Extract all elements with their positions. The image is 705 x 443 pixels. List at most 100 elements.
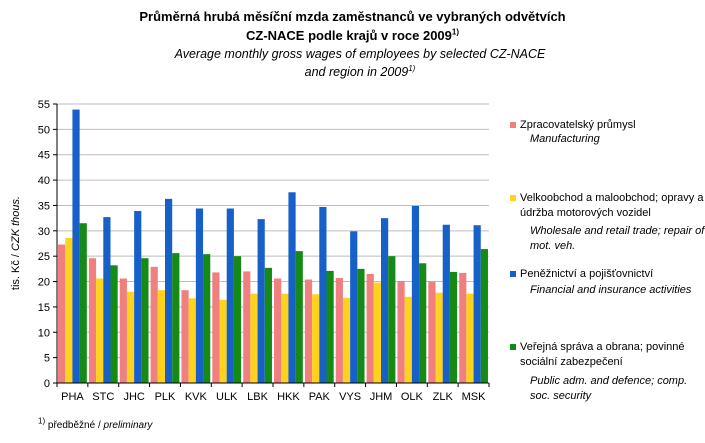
x-tick-label: PHA: [61, 391, 84, 403]
title-footnote-mark: 1): [451, 27, 460, 37]
bar: [195, 208, 204, 383]
x-tick-label: KVK: [185, 391, 208, 403]
bar: [428, 281, 436, 383]
bar: [304, 279, 313, 383]
bar: [388, 256, 396, 383]
chart-title-cz-line2: CZ-NACE podle krajů v roce 20091): [0, 28, 705, 43]
x-tick-label: HKK: [277, 391, 300, 403]
legend-label-cz: Veřejná správa a obrana; povinné sociáln…: [520, 341, 685, 368]
legend-label-cz: Velkoobchod a maloobchod; opravy a údržb…: [520, 192, 704, 219]
bar: [181, 290, 189, 383]
subtitle-footnote-mark: 1): [408, 63, 416, 73]
bar: [397, 281, 405, 383]
bar: [157, 290, 165, 383]
y-axis-label: tis. Kč / CZK thous.: [10, 196, 22, 290]
bar: [212, 272, 220, 383]
bar: [342, 297, 351, 383]
chart-title-en-line2-text: and region in 2009: [304, 65, 409, 79]
y-tick-label: 20: [38, 277, 50, 289]
bar: [150, 266, 158, 383]
y-tick-labels: 0 5 10 15 20 25 30 35 40 45 50 55: [38, 99, 50, 390]
bar: [250, 293, 258, 383]
x-tick-label: PLK: [155, 391, 176, 403]
bar: [110, 265, 118, 383]
x-tick-label: JHC: [123, 391, 144, 403]
bar: [480, 249, 488, 383]
chart-title-cz-line1: Průměrná hrubá měsíční mzda zaměstnanců …: [139, 9, 566, 24]
bar: [264, 267, 272, 383]
x-tick-label: ULK: [216, 391, 238, 403]
x-tick-labels: PHA STC JHC PLK KVK ULK LBK HKK PAK VYS JHM OLK ZLK M…: [61, 391, 486, 403]
legend-swatch-manufacturing: [510, 122, 516, 128]
y-axis-label-en: CZK thous.: [10, 196, 22, 251]
y-tick-label: 35: [38, 200, 50, 212]
footnote-separator: /: [95, 420, 104, 431]
axes: [53, 103, 490, 387]
bar: [288, 192, 296, 383]
bar: [373, 282, 381, 383]
bar: [312, 294, 320, 383]
y-tick-label: 25: [38, 251, 50, 263]
legend-swatch-public-adm: [510, 344, 516, 350]
bar: [459, 272, 467, 383]
bar: [58, 244, 66, 383]
bar: [466, 293, 474, 383]
bar: [165, 198, 173, 383]
bar: [134, 211, 142, 383]
y-tick-label: 30: [38, 226, 50, 238]
bar: [335, 277, 343, 383]
x-tick-label: ZLK: [433, 391, 454, 403]
bar: [172, 253, 180, 383]
bar: [96, 278, 104, 383]
x-tick-label: JHM: [370, 391, 393, 403]
bar: [366, 273, 374, 383]
bar: [449, 271, 458, 383]
bar: [404, 296, 412, 383]
x-tick-label: OLK: [401, 391, 424, 403]
x-tick-label: STC: [92, 391, 114, 403]
legend-label-cz: Peněžnictví a pojišťovnictví: [520, 268, 654, 280]
bar: [274, 278, 282, 383]
bar: [79, 223, 87, 383]
y-tick-label: 10: [38, 327, 50, 339]
bar: [295, 251, 303, 383]
chart-title-cz-line2-text: CZ-NACE podle krajů v roce 2009: [245, 28, 452, 43]
footnote-en: preliminary: [103, 420, 153, 431]
bar: [72, 109, 80, 383]
y-tick-label: 0: [44, 378, 50, 390]
bar: [219, 299, 227, 383]
y-tick-label: 45: [38, 150, 50, 162]
legend-label-en: Manufacturing: [530, 133, 600, 145]
bar: [381, 218, 389, 383]
bar: [357, 268, 365, 383]
legend-label-en: Public adm. and defence; comp. soc. secu…: [530, 375, 688, 402]
bar: [281, 293, 289, 383]
bar: [103, 217, 111, 383]
x-tick-label: VYS: [339, 391, 361, 403]
y-tick-label: 5: [44, 353, 50, 365]
bar: [411, 205, 420, 383]
bar: [243, 271, 251, 383]
chart-title-en-line2: and region in 20091): [0, 63, 705, 79]
x-tick-label: PAK: [309, 391, 331, 403]
bar: [419, 263, 427, 383]
bar: [350, 231, 358, 383]
y-tick-label: 50: [38, 124, 50, 136]
bars: [58, 109, 488, 383]
bar: [233, 256, 242, 383]
chart-title-en-line1: Average monthly gross wages of employees…: [174, 47, 546, 61]
bar: [141, 258, 149, 383]
y-axis-label-cz: tis. Kč /: [10, 251, 22, 290]
legend-swatch-trade: [510, 195, 516, 201]
footnote-cz: předběžné: [47, 420, 96, 431]
legend-swatch-finance: [510, 271, 516, 277]
bar: [188, 298, 196, 383]
footnote: 1) předběžné / preliminary: [38, 416, 153, 431]
legend-label-en: Wholesale and retail trade; repair of mo…: [530, 225, 705, 252]
footnote-mark: 1): [38, 416, 46, 426]
bar: [126, 291, 135, 383]
x-tick-label: LBK: [247, 391, 268, 403]
bar: [88, 258, 97, 383]
bar: [319, 206, 327, 383]
